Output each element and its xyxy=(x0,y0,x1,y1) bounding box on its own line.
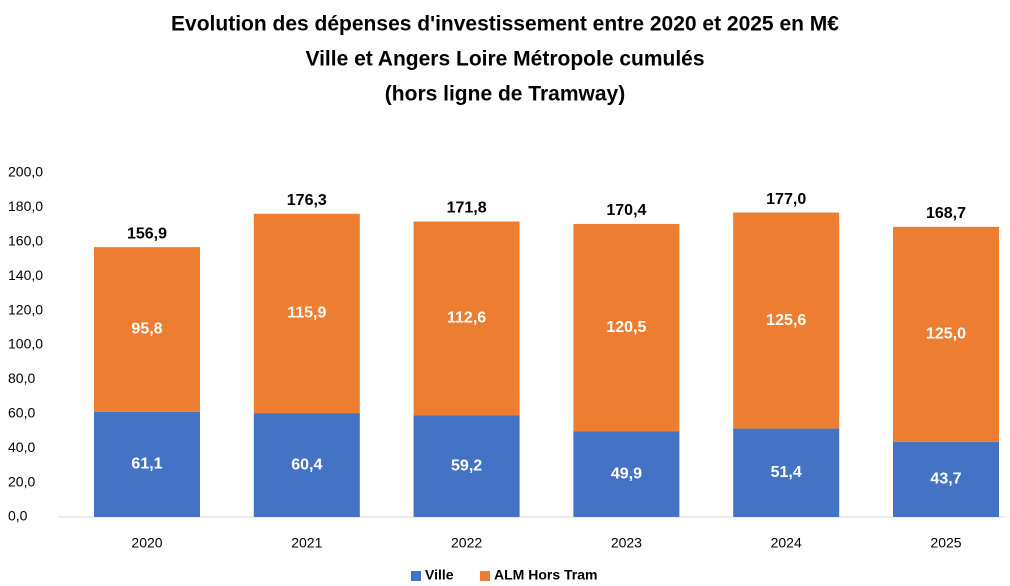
y-tick-label: 80,0 xyxy=(8,370,35,386)
bar-segment xyxy=(253,413,360,517)
y-tick-label: 120,0 xyxy=(8,301,43,317)
legend-label: ALM Hors Tram xyxy=(494,567,597,583)
x-tick-label: 2023 xyxy=(611,535,642,551)
y-tick-label: 20,0 xyxy=(8,473,35,489)
data-label: 95,8 xyxy=(131,321,162,338)
bar-segment xyxy=(94,247,200,412)
bar-segment xyxy=(733,212,840,429)
x-tick-label: 2022 xyxy=(451,535,482,551)
y-tick-label: 180,0 xyxy=(8,198,43,214)
total-label: 171,8 xyxy=(447,200,487,217)
total-label: 177,0 xyxy=(766,191,806,208)
data-label: 125,6 xyxy=(766,312,806,329)
y-tick-label: 160,0 xyxy=(8,233,43,249)
total-label: 176,3 xyxy=(287,192,327,209)
legend-swatch xyxy=(411,571,421,581)
total-label: 168,7 xyxy=(926,205,966,222)
y-tick-label: 0,0 xyxy=(8,508,28,524)
data-label: 49,9 xyxy=(611,465,642,482)
bar-segment xyxy=(413,415,520,517)
y-tick-label: 140,0 xyxy=(8,267,43,283)
bar-segment xyxy=(253,213,360,414)
x-tick-label: 2025 xyxy=(930,535,961,551)
bar-segment xyxy=(413,221,520,416)
total-label: 170,4 xyxy=(606,202,646,219)
data-label: 112,6 xyxy=(447,310,486,327)
legend-swatch xyxy=(480,571,490,581)
y-tick-label: 100,0 xyxy=(8,336,43,352)
y-tick-label: 60,0 xyxy=(8,405,35,421)
data-label: 125,0 xyxy=(926,326,966,343)
bar-segment xyxy=(94,411,200,517)
y-tick-label: 40,0 xyxy=(8,439,35,455)
x-tick-label: 2024 xyxy=(771,535,802,551)
bar-segment xyxy=(573,431,680,517)
data-label: 60,4 xyxy=(291,456,322,473)
data-label: 120,5 xyxy=(606,319,646,336)
bar-segment xyxy=(573,223,680,432)
chart-title: (hors ligne de Tramway) xyxy=(385,83,625,106)
total-label: 156,9 xyxy=(127,225,167,242)
data-label: 51,4 xyxy=(771,464,802,481)
bar-segment xyxy=(893,226,999,442)
bar-segment xyxy=(893,441,999,517)
data-label: 43,7 xyxy=(930,471,961,488)
x-tick-label: 2020 xyxy=(131,535,162,551)
data-label: 61,1 xyxy=(131,456,162,473)
data-label: 115,9 xyxy=(287,305,326,322)
chart-title: Evolution des dépenses d'investissement … xyxy=(171,13,839,36)
chart-title: Ville et Angers Loire Métropole cumulés xyxy=(305,48,704,71)
data-label: 59,2 xyxy=(451,457,482,474)
bar-segment xyxy=(733,428,840,517)
x-tick-label: 2021 xyxy=(291,535,322,551)
legend-label: Ville xyxy=(425,567,454,583)
y-tick-label: 200,0 xyxy=(8,164,43,180)
